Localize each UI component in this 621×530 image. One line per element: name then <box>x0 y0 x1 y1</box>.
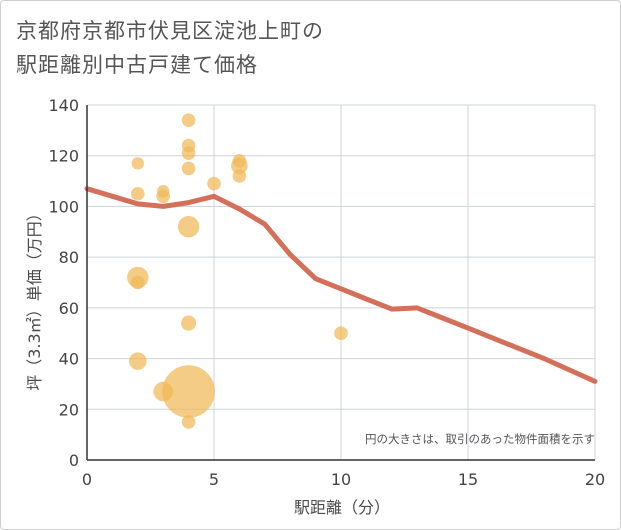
chart-title-line1: 京都府京都市伏見区淀池上町の <box>16 19 324 43</box>
scatter-point <box>131 157 144 170</box>
x-tick-label: 0 <box>82 470 92 489</box>
size-note: 円の大きさは、取引のあった物件面積を示す <box>365 432 595 446</box>
scatter-point <box>181 161 196 176</box>
y-tick-label: 120 <box>48 147 79 166</box>
y-tick-label: 100 <box>48 197 79 216</box>
scatter-point <box>131 275 145 290</box>
tick-labels: 0 20 40 60 80 100 120 140 0 5 10 15 20 <box>48 96 605 489</box>
scatter-point <box>177 215 200 238</box>
x-axis-label: 駅距離（分） <box>294 498 390 517</box>
scatter-point <box>231 157 248 175</box>
scatter-point <box>207 176 221 191</box>
scatter-point <box>181 113 196 128</box>
y-tick-label: 80 <box>59 248 79 267</box>
x-tick-label: 10 <box>331 470 351 489</box>
scatter-point <box>334 326 348 341</box>
y-tick-label: 140 <box>48 96 79 115</box>
scatter-point <box>156 189 170 204</box>
x-tick-label: 5 <box>209 470 219 489</box>
y-tick-label: 20 <box>59 400 79 419</box>
bubble-series <box>127 113 348 429</box>
x-tick-label: 20 <box>585 470 605 489</box>
scatter-point <box>181 415 196 429</box>
scatter-point <box>181 315 197 331</box>
y-tick-label: 0 <box>69 451 79 470</box>
chart-title: 京都府京都市伏見区淀池上町の 駅距離別中古戸建て価格 <box>16 14 324 82</box>
scatter-point <box>131 186 145 201</box>
x-tick-label: 15 <box>458 470 478 489</box>
trend-line-group <box>84 186 598 384</box>
chart-title-line2: 駅距離別中古戸建て価格 <box>16 53 258 77</box>
scatter-point <box>232 169 247 183</box>
y-axis-label: 坪（3.3㎡）単価（万円） <box>25 205 44 390</box>
y-tick-label: 40 <box>59 350 79 369</box>
axes <box>86 105 595 461</box>
trend-line <box>84 186 598 384</box>
scatter-point <box>181 146 196 160</box>
scatter-point <box>162 365 215 418</box>
grid-lines <box>87 104 596 460</box>
y-tick-label: 60 <box>59 299 79 318</box>
scatter-point <box>129 352 147 370</box>
